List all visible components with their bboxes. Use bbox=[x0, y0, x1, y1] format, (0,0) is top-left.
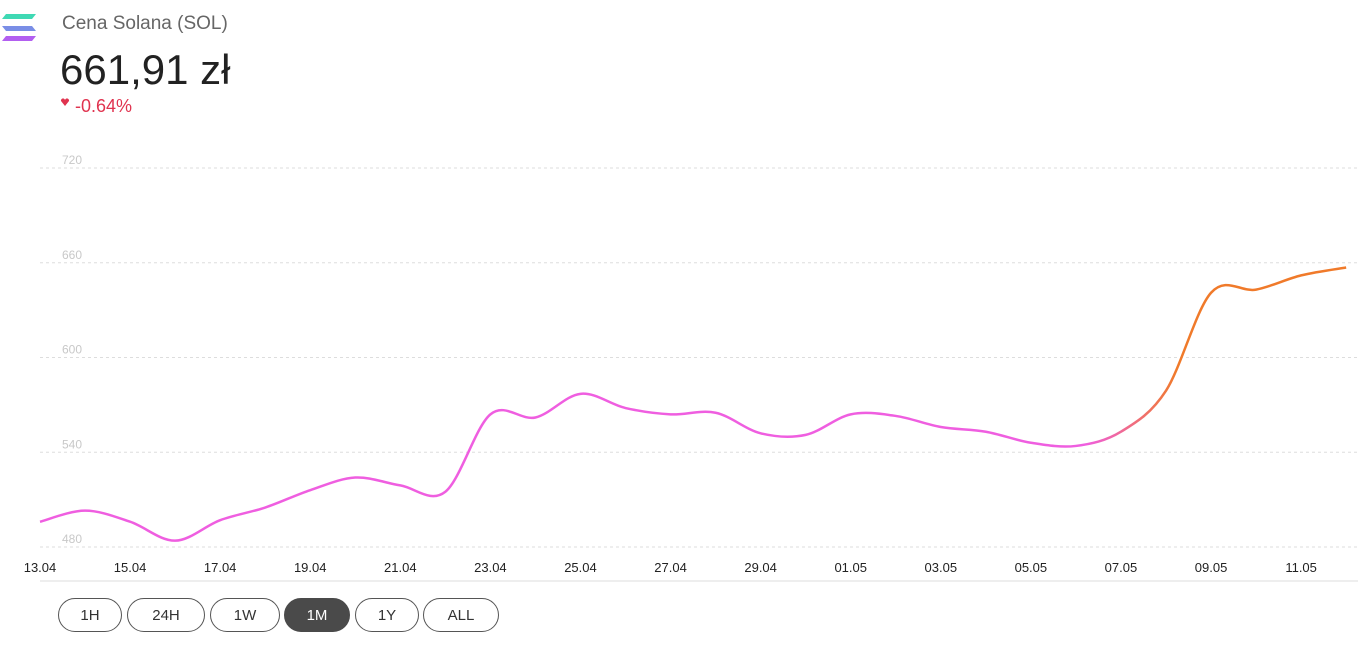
x-tick-label: 23.04 bbox=[474, 560, 507, 575]
title: Cena Solana (SOL) bbox=[62, 13, 228, 34]
x-tick-label: 01.05 bbox=[834, 560, 867, 575]
x-tick-label: 21.04 bbox=[384, 560, 417, 575]
range-button[interactable]: 1Y bbox=[355, 598, 419, 632]
range-button[interactable]: 1H bbox=[58, 598, 122, 632]
range-button[interactable]: 1M bbox=[284, 598, 350, 632]
y-tick-label: 540 bbox=[62, 437, 82, 451]
price-line bbox=[39, 266, 1347, 542]
range-button[interactable]: 24H bbox=[127, 598, 205, 632]
y-tick-label: 660 bbox=[62, 248, 82, 262]
change: -0.64% bbox=[75, 96, 132, 116]
x-tick-label: 27.04 bbox=[654, 560, 687, 575]
x-tick-label: 17.04 bbox=[204, 560, 237, 575]
y-tick-label: 600 bbox=[62, 343, 82, 357]
x-tick-label: 07.05 bbox=[1105, 560, 1138, 575]
y-tick-label: 720 bbox=[62, 153, 82, 167]
range-button[interactable]: 1W bbox=[210, 598, 280, 632]
down-icon bbox=[60, 98, 70, 106]
x-tick-label: 11.05 bbox=[1285, 560, 1317, 575]
x-tick-label: 03.05 bbox=[925, 560, 958, 575]
logo bbox=[2, 14, 36, 41]
price: 661,91 zł bbox=[60, 46, 231, 93]
x-tick-label: 19.04 bbox=[294, 560, 327, 575]
x-tick-label: 15.04 bbox=[114, 560, 147, 575]
x-tick-label: 13.04 bbox=[24, 560, 57, 575]
x-tick-label: 29.04 bbox=[744, 560, 777, 575]
x-tick-label: 25.04 bbox=[564, 560, 597, 575]
y-tick-label: 480 bbox=[62, 532, 82, 546]
x-tick-label: 09.05 bbox=[1195, 560, 1228, 575]
x-tick-label: 05.05 bbox=[1015, 560, 1048, 575]
range-button[interactable]: ALL bbox=[423, 598, 499, 632]
